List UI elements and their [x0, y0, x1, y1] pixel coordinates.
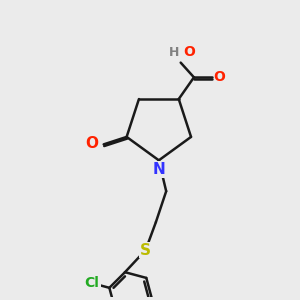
Text: N: N — [153, 162, 166, 177]
Text: O: O — [85, 136, 98, 151]
Text: H: H — [169, 46, 179, 59]
Text: O: O — [184, 45, 196, 59]
Text: S: S — [140, 243, 151, 258]
Text: Cl: Cl — [84, 276, 99, 290]
Text: O: O — [213, 70, 225, 84]
